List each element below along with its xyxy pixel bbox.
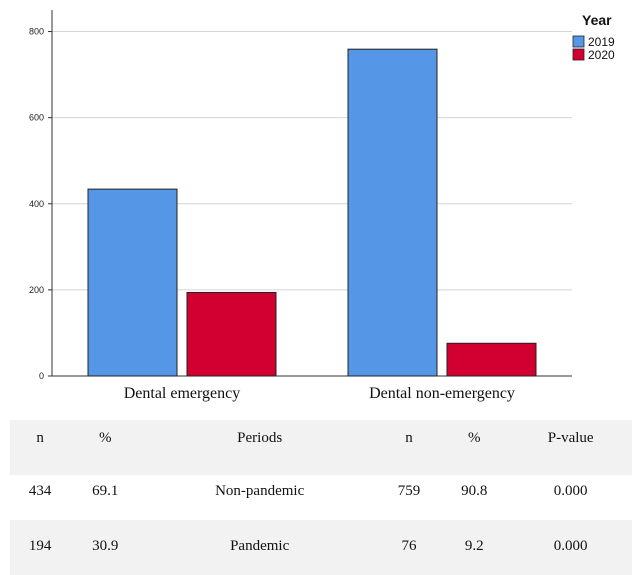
bar-2020-1 [446,342,537,377]
cell: 9.2 [464,538,484,554]
legend-label-2019: 2019 [588,35,615,49]
table-header-row: n % Periods n % P-value [10,420,632,475]
y-tick-label: 800 [29,27,44,37]
cell: 90.8 [461,483,488,499]
legend-swatch-2020 [572,48,585,61]
cell: 0.000 [553,538,588,554]
table-row: 194 30.9 Pandemic 76 9.2 0.000 [10,520,632,575]
bar-chart: 0 200 400 600 800 Dental emergency Dental non-… [29,10,615,402]
header-p-value: P-value [547,430,594,446]
cell: Pandemic [230,538,290,554]
header-n-2: n [405,430,413,446]
cell: 759 [397,483,421,499]
cell: 69.1 [92,483,119,499]
header-percent-1: % [99,430,112,446]
bar-2019-0 [87,188,178,377]
y-tick-label: 200 [29,285,44,295]
cell: 434 [28,483,52,499]
cell: 0.000 [553,483,588,499]
cell: 194 [28,538,52,554]
y-tick-label: 0 [39,371,44,381]
legend-title: Year [582,12,612,28]
header-n-1: n [36,430,44,446]
y-tick-label: 400 [29,199,44,209]
header-periods: Periods [237,430,283,446]
x-tick-label: Dental non-emergency [369,385,515,402]
statistics-table: n % Periods n % P-value 434 69.1 Non-pan… [10,420,632,575]
y-tick-label: 600 [29,113,44,123]
bar-2020-0 [186,291,277,377]
cell: Non-pandemic [215,483,305,499]
bar-2019-1 [347,48,438,377]
legend-swatch-2019 [572,35,585,48]
legend-label-2020: 2020 [588,48,615,62]
cell: 76 [401,538,417,554]
table-row: 434 69.1 Non-pandemic 759 90.8 0.000 [10,475,632,520]
x-tick-label: Dental emergency [124,385,241,402]
header-percent-2: % [467,430,481,446]
cell: 30.9 [92,538,119,554]
